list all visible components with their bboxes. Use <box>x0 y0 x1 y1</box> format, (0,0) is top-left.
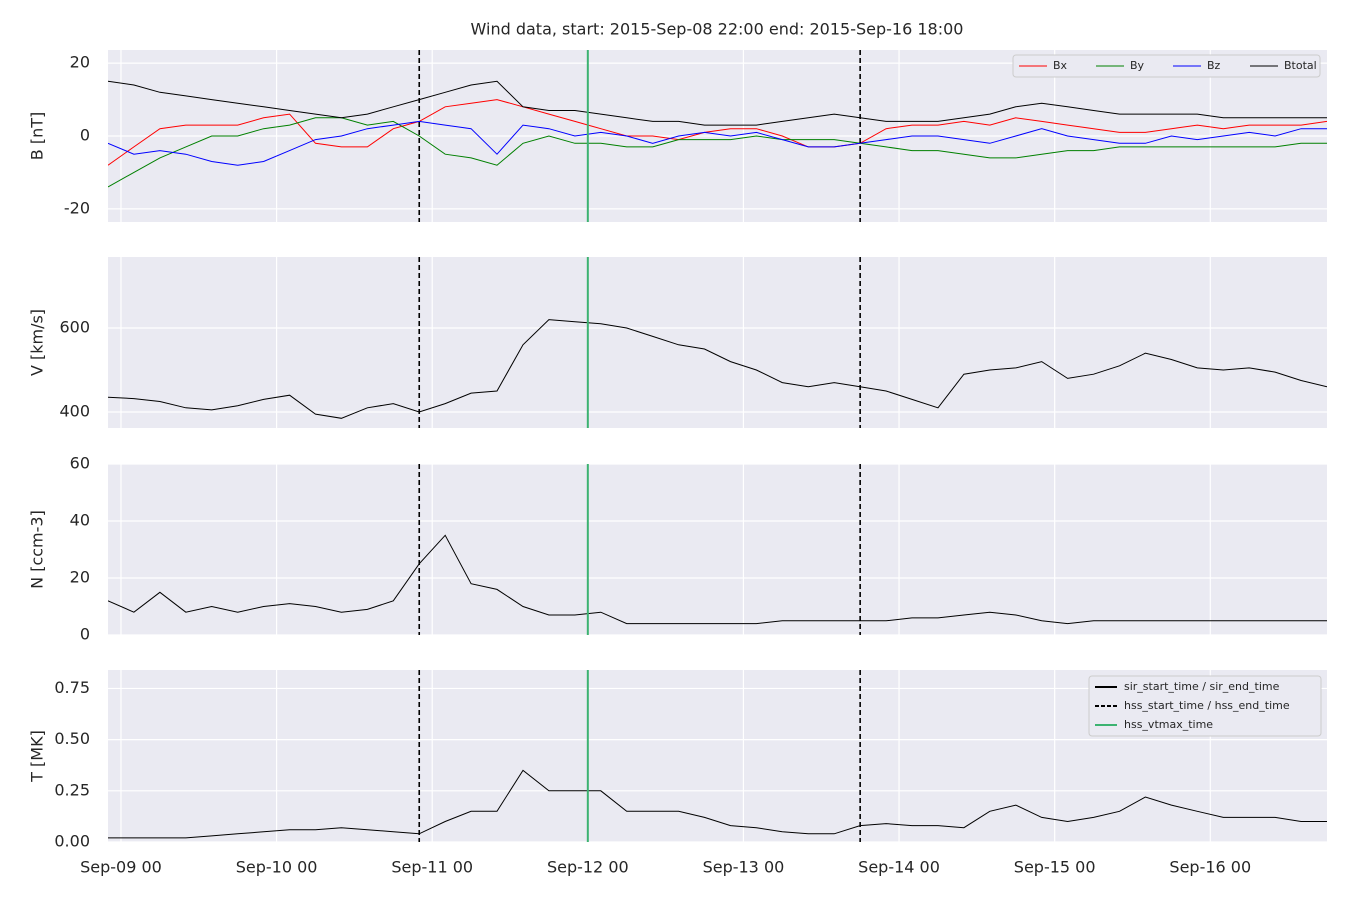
legend-label: Bx <box>1053 59 1068 72</box>
data-line <box>108 769 1327 839</box>
data-line <box>108 117 1327 188</box>
y-tick-label: 40 <box>70 511 90 530</box>
data-line <box>108 120 1327 166</box>
y-tick-label: 0.00 <box>54 832 90 851</box>
y-tick-label: 400 <box>59 402 90 421</box>
y-tick-label: 0.75 <box>54 678 90 697</box>
data-line <box>108 99 1327 166</box>
plot-background <box>108 464 1327 635</box>
y-axis-label: V [km/s] <box>28 309 47 376</box>
x-tick-label: Sep-14 00 <box>858 858 940 877</box>
series-group <box>108 80 1327 188</box>
legend-label: By <box>1130 59 1145 72</box>
y-tick-label: 20 <box>70 53 90 72</box>
legend-label: hss_vtmax_time <box>1124 718 1213 731</box>
legend-label: Btotal <box>1284 59 1317 72</box>
x-tick-label: Sep-10 00 <box>236 858 318 877</box>
y-tick-label: 0 <box>80 625 90 644</box>
y-tick-label: 60 <box>70 454 90 473</box>
legend-box <box>1012 54 1321 78</box>
y-axis-label: B [nT] <box>28 112 47 160</box>
legend-label: Bz <box>1207 59 1221 72</box>
y-axis-label: T [MK] <box>28 730 47 783</box>
x-tick-label: Sep-11 00 <box>391 858 473 877</box>
plot-background <box>108 257 1327 428</box>
series-group <box>108 534 1327 625</box>
x-tick-label: Sep-16 00 <box>1169 858 1251 877</box>
data-line <box>108 319 1327 419</box>
y-tick-label: 0.50 <box>54 729 90 748</box>
legend-box <box>1088 675 1322 737</box>
data-line <box>108 80 1327 126</box>
x-tick-label: Sep-12 00 <box>547 858 629 877</box>
legend-label: hss_start_time / hss_end_time <box>1124 699 1290 712</box>
series-group <box>108 769 1327 839</box>
y-axis-label: N [ccm-3] <box>28 510 47 589</box>
x-tick-label: Sep-13 00 <box>703 858 785 877</box>
chart-title: Wind data, start: 2015-Sep-08 22:00 end:… <box>471 20 964 39</box>
y-tick-label: 0 <box>80 126 90 145</box>
data-line <box>108 534 1327 625</box>
y-tick-label: 600 <box>59 318 90 337</box>
y-tick-label: -20 <box>64 198 90 217</box>
legend-label: sir_start_time / sir_end_time <box>1124 680 1280 693</box>
y-tick-label: 0.25 <box>54 780 90 799</box>
x-tick-label: Sep-09 00 <box>80 858 162 877</box>
y-tick-label: 20 <box>70 568 90 587</box>
x-tick-label: Sep-15 00 <box>1014 858 1096 877</box>
series-group <box>108 319 1327 419</box>
